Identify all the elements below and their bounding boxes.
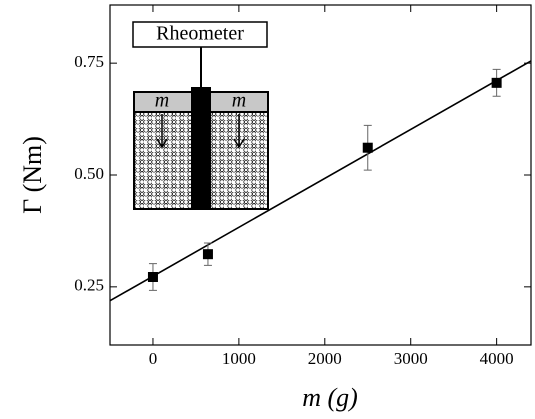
inset: Rheometer m m — [132, 21, 269, 210]
y-tick-label: 0.50 — [74, 164, 104, 183]
arrow — [233, 114, 245, 149]
x-tick-label: 1000 — [222, 349, 256, 368]
x-tick-label: 4000 — [480, 349, 514, 368]
y-tick-label: 0.75 — [74, 52, 104, 71]
arrow — [156, 114, 168, 149]
y-tick-label: 0.25 — [74, 276, 104, 295]
x-tick-label: 3000 — [394, 349, 428, 368]
rotor — [191, 87, 211, 210]
x-tick-label: 2000 — [308, 349, 342, 368]
fit-line — [109, 60, 532, 302]
point — [147, 272, 158, 282]
point — [362, 142, 373, 153]
x-axis-label: m (g) — [302, 383, 358, 412]
y-axis-label: Γ (Nm) — [18, 136, 47, 214]
point — [491, 77, 502, 88]
rheometer-label: Rheometer — [156, 23, 244, 45]
x-tick-label: 0 — [149, 349, 158, 368]
rheometer-box — [132, 21, 268, 48]
weight-label: m — [232, 90, 246, 112]
weight-label: m — [155, 90, 169, 112]
point — [202, 249, 213, 260]
